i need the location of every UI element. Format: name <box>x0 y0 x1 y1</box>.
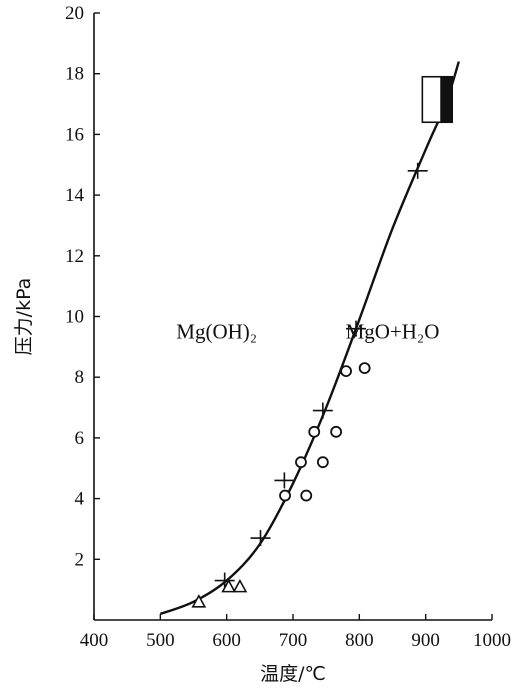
y-tick-label: 8 <box>75 367 85 388</box>
cross-mark <box>407 162 428 179</box>
cross-mark <box>250 530 271 547</box>
data-box-fill <box>440 76 453 123</box>
circle-point <box>300 489 313 502</box>
y-tick-label: 6 <box>75 428 85 449</box>
x-tick-label: 800 <box>345 630 374 651</box>
y-tick-label: 4 <box>75 489 85 510</box>
x-tick-label: 500 <box>146 630 175 651</box>
y-tick-label: 18 <box>65 64 84 85</box>
circle-point <box>316 456 329 469</box>
triangle-point <box>232 578 248 593</box>
y-tick-label: 12 <box>65 246 84 267</box>
triangle-point <box>221 578 237 593</box>
equilibrium-curve <box>159 61 460 616</box>
axis-ticks: 400 500 600 700 800 900 1000 2 4 6 8 10 12 14 16 18 20 <box>65 3 511 651</box>
data-box <box>421 75 454 124</box>
chart-marks: Mg(OH)₂ MgO+H₂O <box>159 61 460 616</box>
x-tick-label: 900 <box>411 630 440 651</box>
circle-point <box>279 489 291 502</box>
cross-mark <box>312 402 333 419</box>
cross-mark <box>214 572 235 589</box>
x-tick-label: 600 <box>212 630 241 651</box>
x-tick-label: 400 <box>80 630 109 651</box>
x-tick-label: 1000 <box>473 630 511 651</box>
circle-point <box>330 425 343 438</box>
circle-point <box>308 425 321 438</box>
y-tick-label: 14 <box>65 185 85 206</box>
y-tick-label: 2 <box>75 549 85 570</box>
region-label-0: Mg(OH)₂ <box>176 320 257 344</box>
y-tick-label: 16 <box>65 124 84 145</box>
cross-mark <box>274 472 295 489</box>
y-axis-title: 压力/kPa <box>13 278 35 356</box>
cross-mark <box>346 320 367 337</box>
x-tick-label: 700 <box>279 630 308 651</box>
x-axis-title: 温度/℃ <box>260 663 326 685</box>
y-tick-label: 20 <box>65 3 84 24</box>
circle-point <box>295 456 307 469</box>
region-label-1: MgO+H₂O <box>346 320 440 344</box>
y-tick-label: 10 <box>65 307 84 328</box>
circle-point <box>340 365 352 378</box>
circle-point <box>358 362 371 374</box>
triangle-point <box>191 594 207 608</box>
